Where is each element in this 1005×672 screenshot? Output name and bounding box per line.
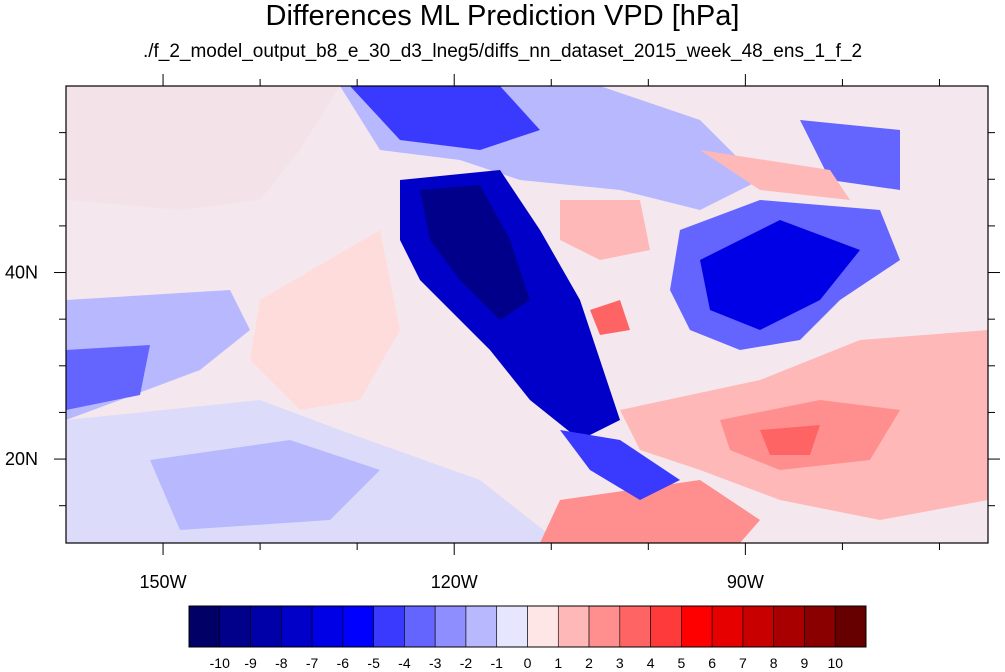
- hudson-red-band: [700, 150, 850, 200]
- west-us-darkest-blue: [420, 185, 530, 320]
- colorbar-labels: -10 -9 -8 -7 -6 -5 -4 -3 -2 -1 0 1 2 3 4 5 6 7 8 9 10: [210, 655, 844, 671]
- north-pacific-patch: [66, 86, 340, 210]
- colorbar-label: -5: [367, 655, 380, 671]
- east-us-blue-2: [700, 220, 860, 330]
- labrador-blue: [800, 120, 900, 190]
- colorbar-swatch: [219, 605, 251, 648]
- colorbar-label: 8: [770, 655, 778, 671]
- colorbar-swatch: [557, 605, 590, 648]
- lon-tick-label: 150W: [140, 572, 187, 592]
- east-pacific-blue-2: [66, 345, 150, 410]
- axis-ticks: [54, 74, 1000, 555]
- central-america-blue: [560, 430, 680, 500]
- colorbar-swatch: [804, 605, 836, 648]
- colorbar-label: -9: [244, 655, 257, 671]
- colorbar-swatch: [588, 605, 621, 648]
- colorbar-label: -1: [491, 655, 504, 671]
- colorbar-label: 4: [647, 655, 655, 671]
- colorbar-label: -10: [210, 655, 230, 671]
- colorbar-swatch: [465, 605, 498, 648]
- colorbar-swatch: [650, 605, 682, 648]
- lat-tick-label: 20N: [5, 449, 38, 469]
- colorbar-label: 6: [708, 655, 716, 671]
- colorbar-swatch: [496, 605, 528, 648]
- axis-labels: 150W 120W 90W 40N 20N: [5, 263, 764, 592]
- canada-blue-2: [350, 86, 540, 150]
- colorbar-label: 7: [739, 655, 747, 671]
- colorbar-label: 3: [616, 655, 624, 671]
- colorbar-swatch: [527, 605, 559, 648]
- colorbar-label: -6: [337, 655, 350, 671]
- lat-tick-label: 40N: [5, 263, 38, 283]
- colorbar-label: -4: [398, 655, 411, 671]
- lon-tick-label: 120W: [431, 572, 478, 592]
- pacific-pale-red: [250, 230, 400, 410]
- atlantic-red-3: [760, 425, 820, 455]
- colorbar-swatch: [742, 605, 774, 648]
- colorbar-frame: [188, 605, 867, 648]
- colorbar-swatch: [681, 605, 713, 648]
- texas-red-patch: [590, 300, 630, 335]
- colorbar-label: 5: [677, 655, 685, 671]
- colorbar-swatch: [250, 605, 282, 648]
- colorbar-label: 10: [827, 655, 843, 671]
- colorbar-swatch: [342, 605, 374, 648]
- colorbar-label: 1: [554, 655, 562, 671]
- colorbar-swatch: [711, 605, 744, 648]
- colorbar-label: -2: [460, 655, 473, 671]
- map-title: Differences ML Prediction VPD [hPa]: [265, 0, 740, 32]
- colorbar-label: -3: [429, 655, 442, 671]
- vpd-difference-field: [66, 86, 988, 543]
- plains-red-1: [560, 200, 650, 260]
- map-subtitle: ./f_2_model_output_b8_e_30_d3_lneg5/diff…: [142, 41, 863, 62]
- colorbar-swatch: [434, 605, 467, 648]
- colorbar-swatch: [619, 605, 651, 648]
- lon-tick-label: 90W: [727, 572, 764, 592]
- colorbar-swatch: [373, 605, 405, 648]
- colorbar-swatch: [834, 605, 867, 648]
- colorbar-swatch: [404, 605, 436, 648]
- map-frame: [65, 85, 989, 544]
- colorbar-label: -8: [275, 655, 288, 671]
- colorbar-label: 0: [524, 655, 532, 671]
- colorbar-swatch: [311, 605, 344, 648]
- mexico-coast-red: [540, 480, 760, 543]
- colorbar-swatch: [188, 605, 221, 648]
- south-pacific-blue: [150, 440, 380, 530]
- colorbar-swatch: [773, 605, 805, 648]
- colorbar-label: 9: [801, 655, 809, 671]
- colorbar-swatch: [281, 605, 313, 648]
- colorbar: [188, 605, 867, 648]
- colorbar-label: 2: [585, 655, 593, 671]
- colorbar-label: -7: [306, 655, 319, 671]
